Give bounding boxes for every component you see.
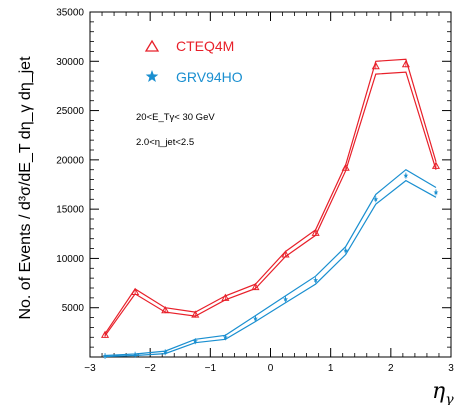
data-point xyxy=(373,196,379,202)
data-point xyxy=(341,163,350,171)
annotation-et-cut: 20<E_Tγ< 30 GeV xyxy=(136,112,215,123)
annotation-eta-jet-cut: 2.0<η_jet<2.5 xyxy=(136,137,194,148)
y-tick-label: 10000 xyxy=(56,254,84,265)
x-tick-label: 3 xyxy=(448,363,454,374)
y-tick-label: 15000 xyxy=(56,205,84,216)
data-point xyxy=(401,60,410,68)
y-tick-label: 20000 xyxy=(56,155,84,166)
x-tick-label: −3 xyxy=(84,363,96,374)
data-point xyxy=(403,173,409,178)
data-point xyxy=(251,282,260,291)
series-upper-band-line xyxy=(104,58,437,335)
x-axis-label-sub: γ xyxy=(445,392,454,405)
axes: −3 −2 −1 0 1 2 3500010000150002000025000300003… xyxy=(56,8,454,375)
y-tick-label: 30000 xyxy=(56,57,84,68)
data-point xyxy=(313,277,319,283)
x-axis-label-main: η xyxy=(432,379,445,404)
y-axis-label: No. of Events / d³σ/dE_T dη_γ dη_jet xyxy=(17,56,34,320)
data-point xyxy=(162,349,168,355)
data-point xyxy=(222,334,228,340)
y-tick-label: 5000 xyxy=(62,303,85,314)
legend-label-grv94ho: GRV94HO xyxy=(176,69,243,85)
series-lower-band-line xyxy=(104,71,437,337)
series-grv94ho xyxy=(102,168,439,360)
series-lower-band-line xyxy=(104,179,437,358)
data-point xyxy=(161,305,170,314)
series-layer xyxy=(100,58,441,360)
data-point xyxy=(221,293,230,301)
data-point xyxy=(192,338,198,344)
series-cteq4m xyxy=(100,58,441,338)
data-point xyxy=(191,310,200,318)
x-tick-label: −2 xyxy=(144,363,156,374)
data-point xyxy=(311,228,320,236)
y-tick-label: 25000 xyxy=(56,106,84,117)
data-point xyxy=(100,330,110,338)
x-tick-label: 2 xyxy=(388,363,394,374)
x-tick-label: 0 xyxy=(268,363,274,374)
data-point xyxy=(102,353,108,359)
data-point xyxy=(433,189,439,195)
x-tick-label: 1 xyxy=(328,363,334,374)
data-point xyxy=(343,247,349,253)
y-tick-label: 35000 xyxy=(56,8,84,19)
x-tick-label: −1 xyxy=(205,363,217,374)
data-point xyxy=(431,161,441,169)
data-point xyxy=(131,287,140,296)
data-point xyxy=(253,316,258,321)
x-axis-label: ηγ xyxy=(432,379,454,405)
legend-marker-cteq4m xyxy=(144,39,160,52)
data-point xyxy=(281,250,290,258)
data-point xyxy=(371,61,380,70)
legend-label-cteq4m: CTEQ4M xyxy=(176,38,234,54)
series-upper-band-line xyxy=(104,168,437,357)
data-point xyxy=(132,352,138,357)
legend: CTEQ4M GRV94HO xyxy=(144,38,243,85)
legend-marker-grv94ho xyxy=(145,70,159,82)
data-point xyxy=(283,296,288,302)
